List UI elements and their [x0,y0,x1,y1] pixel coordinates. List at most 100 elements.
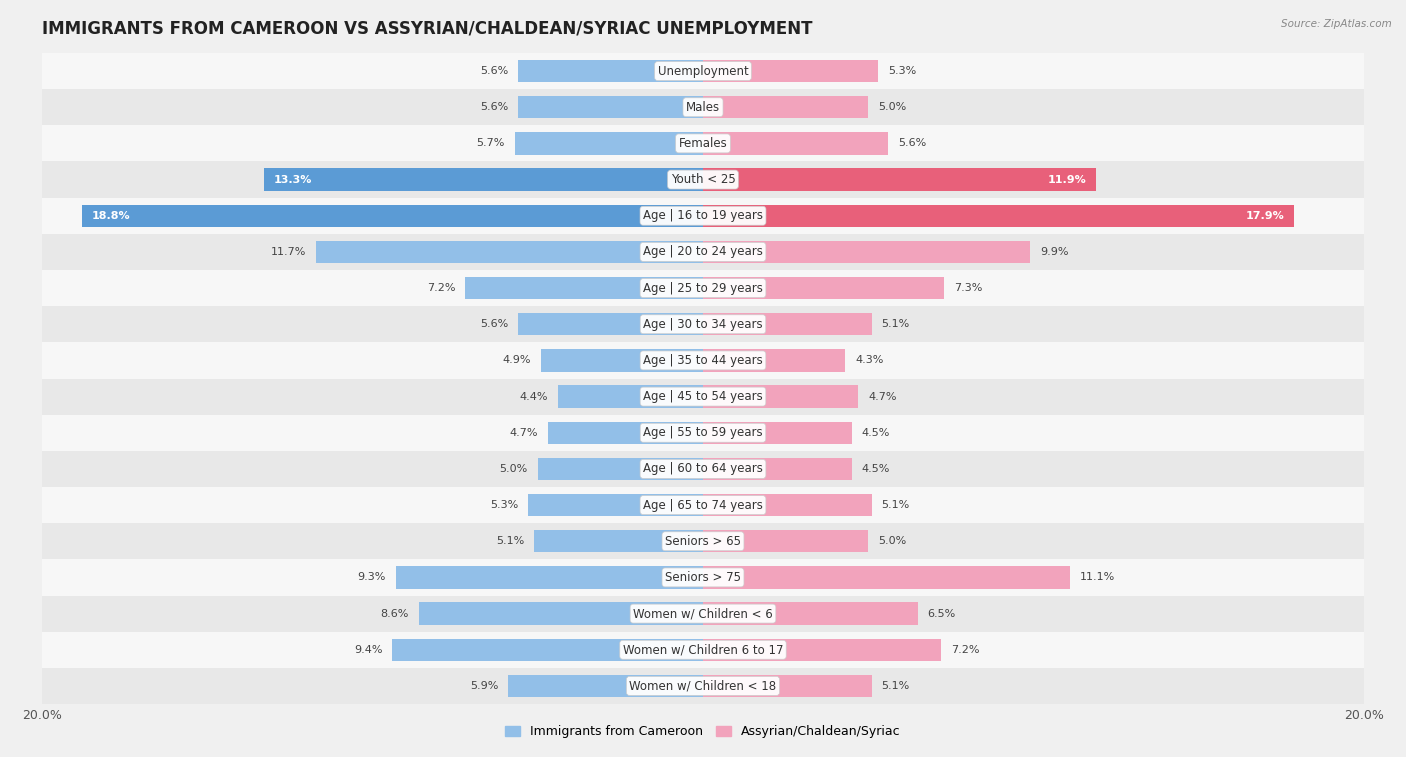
Bar [42,342,1364,378]
Bar [42,126,1364,161]
Text: 17.9%: 17.9% [1246,210,1285,221]
Text: 7.2%: 7.2% [426,283,456,293]
Text: 4.4%: 4.4% [519,391,548,401]
Text: Women w/ Children 6 to 17: Women w/ Children 6 to 17 [623,643,783,656]
Text: 11.7%: 11.7% [271,247,307,257]
Text: Age | 45 to 54 years: Age | 45 to 54 years [643,390,763,403]
Bar [703,385,858,408]
Bar [703,277,945,299]
Text: Unemployment: Unemployment [658,64,748,77]
Bar [517,60,703,83]
Bar [703,422,852,444]
Bar [42,487,1364,523]
Text: Age | 35 to 44 years: Age | 35 to 44 years [643,354,763,367]
Bar [42,451,1364,487]
Text: 5.1%: 5.1% [882,681,910,691]
Text: Age | 65 to 74 years: Age | 65 to 74 years [643,499,763,512]
Bar [42,631,1364,668]
Text: Age | 55 to 59 years: Age | 55 to 59 years [643,426,763,439]
Bar [703,349,845,372]
Text: 5.1%: 5.1% [496,536,524,547]
Text: IMMIGRANTS FROM CAMEROON VS ASSYRIAN/CHALDEAN/SYRIAC UNEMPLOYMENT: IMMIGRANTS FROM CAMEROON VS ASSYRIAN/CHA… [42,20,813,38]
Bar [42,559,1364,596]
Text: 11.9%: 11.9% [1047,175,1087,185]
Text: Age | 20 to 24 years: Age | 20 to 24 years [643,245,763,258]
Bar [42,234,1364,270]
Text: 11.1%: 11.1% [1080,572,1115,582]
Bar [42,596,1364,631]
Bar [42,415,1364,451]
Text: 4.7%: 4.7% [868,391,897,401]
Bar [703,313,872,335]
Bar [558,385,703,408]
Bar [508,674,703,697]
Bar [42,378,1364,415]
Text: Women w/ Children < 6: Women w/ Children < 6 [633,607,773,620]
Bar [703,168,1097,191]
Text: Seniors > 65: Seniors > 65 [665,534,741,548]
Text: Age | 60 to 64 years: Age | 60 to 64 years [643,463,763,475]
Text: 5.1%: 5.1% [882,500,910,510]
Text: 4.9%: 4.9% [503,356,531,366]
Text: 6.5%: 6.5% [928,609,956,618]
Text: 5.1%: 5.1% [882,319,910,329]
Bar [534,530,703,553]
Text: 5.6%: 5.6% [479,66,508,76]
Text: Females: Females [679,137,727,150]
Bar [42,306,1364,342]
Bar [419,603,703,625]
Bar [527,494,703,516]
Bar [42,53,1364,89]
Bar [703,458,852,480]
Text: Males: Males [686,101,720,114]
Bar [42,89,1364,126]
Bar [316,241,703,263]
Text: 5.9%: 5.9% [470,681,498,691]
Bar [703,96,868,118]
Text: 4.3%: 4.3% [855,356,883,366]
Bar [82,204,703,227]
Bar [548,422,703,444]
Bar [703,674,872,697]
Legend: Immigrants from Cameroon, Assyrian/Chaldean/Syriac: Immigrants from Cameroon, Assyrian/Chald… [501,721,905,743]
Text: 5.6%: 5.6% [479,102,508,112]
Bar [703,60,879,83]
Text: 5.0%: 5.0% [499,464,527,474]
Text: Women w/ Children < 18: Women w/ Children < 18 [630,680,776,693]
Bar [703,494,872,516]
Text: 4.7%: 4.7% [509,428,537,438]
Bar [703,204,1295,227]
Text: 5.3%: 5.3% [889,66,917,76]
Text: 9.9%: 9.9% [1040,247,1069,257]
Text: 7.2%: 7.2% [950,645,980,655]
Bar [42,270,1364,306]
Text: 5.0%: 5.0% [879,536,907,547]
Text: 9.4%: 9.4% [354,645,382,655]
Bar [42,668,1364,704]
Text: Age | 16 to 19 years: Age | 16 to 19 years [643,209,763,223]
Bar [42,198,1364,234]
Text: 5.3%: 5.3% [489,500,517,510]
Text: 8.6%: 8.6% [381,609,409,618]
Text: Age | 25 to 29 years: Age | 25 to 29 years [643,282,763,294]
Text: Age | 30 to 34 years: Age | 30 to 34 years [643,318,763,331]
Bar [42,161,1364,198]
Bar [703,603,918,625]
Bar [42,523,1364,559]
Bar [703,132,889,154]
Text: 5.6%: 5.6% [898,139,927,148]
Text: 7.3%: 7.3% [955,283,983,293]
Bar [541,349,703,372]
Text: 4.5%: 4.5% [862,464,890,474]
Bar [395,566,703,589]
Bar [537,458,703,480]
Text: Youth < 25: Youth < 25 [671,173,735,186]
Text: 4.5%: 4.5% [862,428,890,438]
Bar [392,639,703,661]
Bar [703,530,868,553]
Bar [517,313,703,335]
Bar [263,168,703,191]
Text: 9.3%: 9.3% [357,572,385,582]
Bar [515,132,703,154]
Bar [465,277,703,299]
